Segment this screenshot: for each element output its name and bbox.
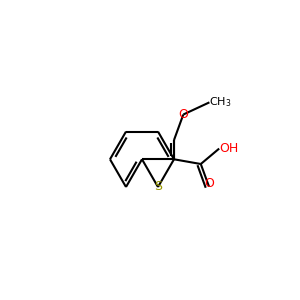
Text: CH$_3$: CH$_3$ bbox=[209, 95, 232, 109]
Text: OH: OH bbox=[219, 142, 238, 155]
Text: O: O bbox=[204, 177, 214, 190]
Text: O: O bbox=[178, 108, 188, 121]
Text: S: S bbox=[154, 181, 162, 194]
